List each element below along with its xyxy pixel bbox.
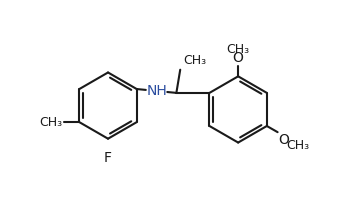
Text: CH₃: CH₃ (286, 139, 309, 152)
Text: O: O (233, 51, 244, 65)
Text: CH₃: CH₃ (39, 116, 62, 129)
Text: F: F (104, 151, 112, 165)
Text: O: O (279, 133, 289, 147)
Text: NH: NH (146, 84, 167, 98)
Text: CH₃: CH₃ (227, 42, 250, 56)
Text: CH₃: CH₃ (183, 54, 207, 67)
